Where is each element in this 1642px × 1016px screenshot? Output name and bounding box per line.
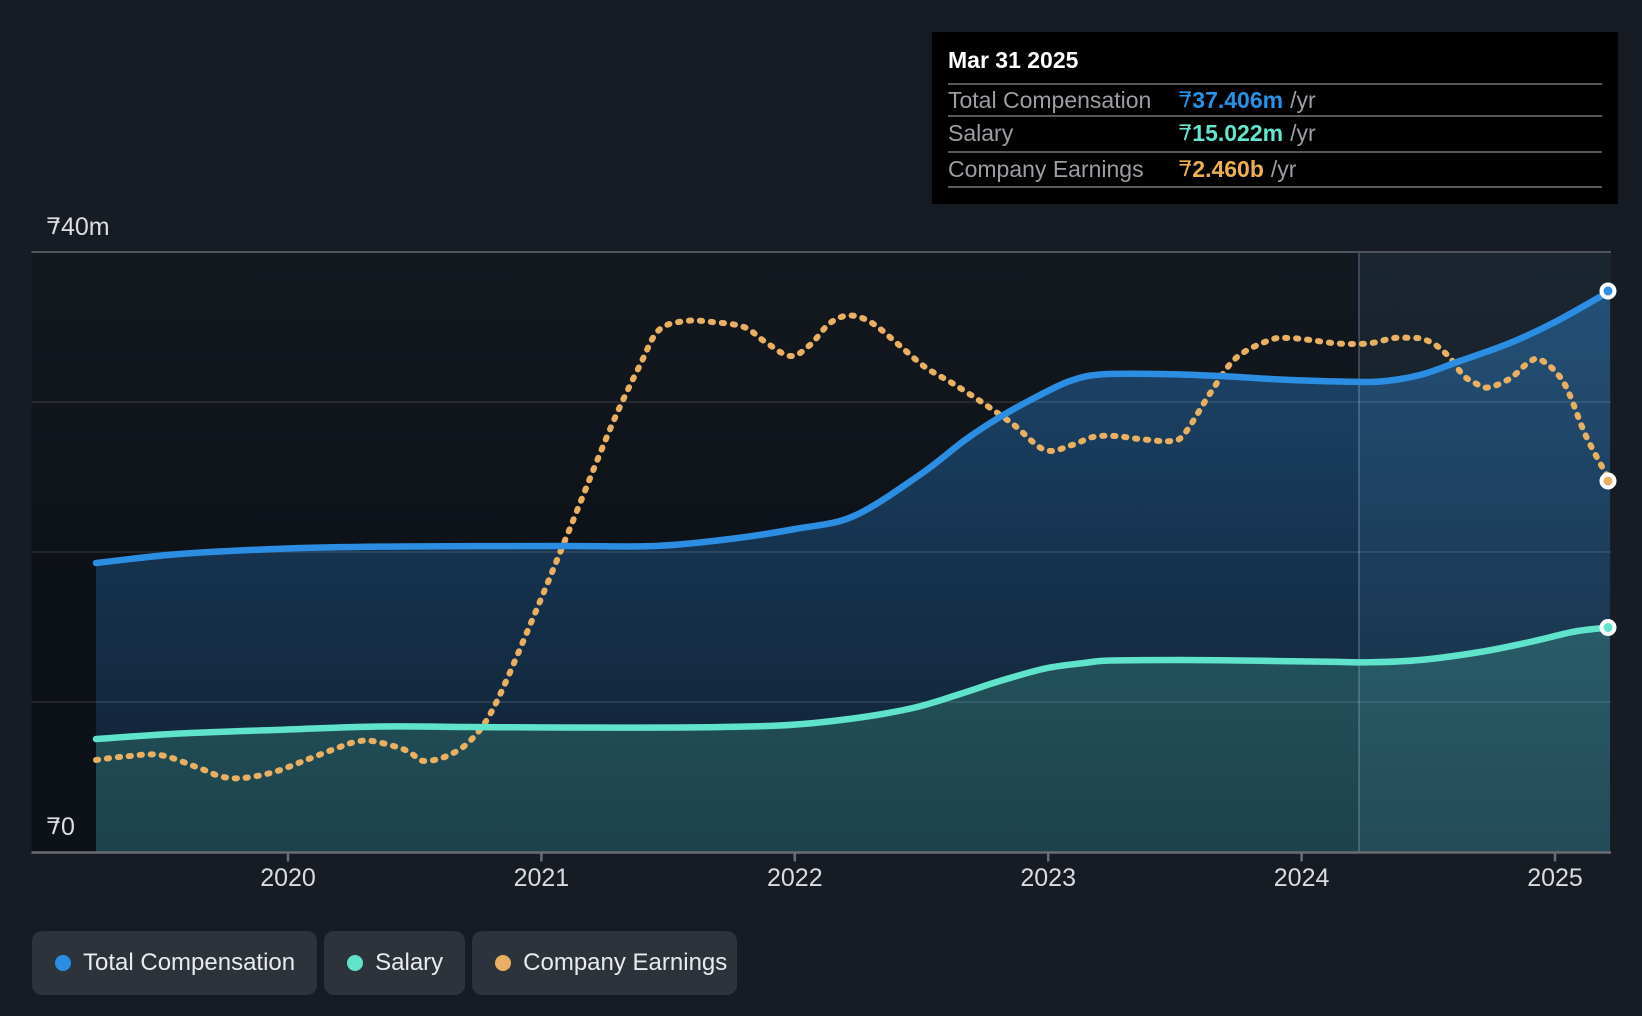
- svg-text:2023: 2023: [1020, 864, 1076, 892]
- svg-text:2020: 2020: [260, 864, 316, 892]
- svg-text:2022: 2022: [767, 864, 823, 892]
- svg-text:2021: 2021: [514, 864, 570, 892]
- svg-text:2025: 2025: [1527, 864, 1583, 892]
- svg-text:2024: 2024: [1274, 864, 1330, 892]
